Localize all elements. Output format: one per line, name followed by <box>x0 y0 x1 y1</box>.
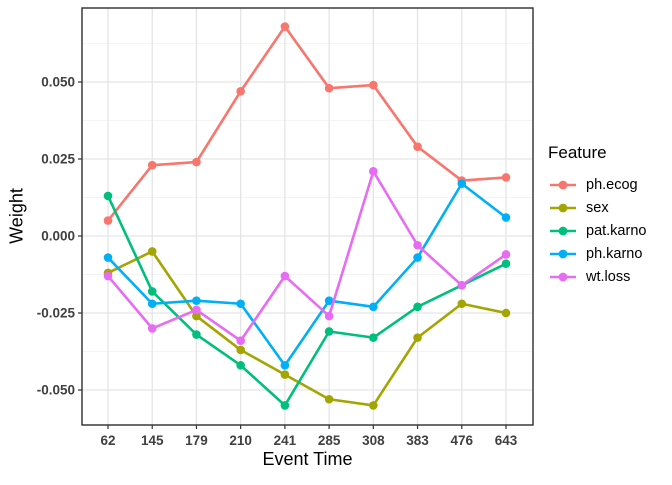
series-point-ph.karno <box>280 361 290 370</box>
x-tick-label: 145 <box>141 433 164 448</box>
legend-label: sex <box>586 200 609 216</box>
series-point-ph.ecog <box>192 157 201 167</box>
y-tick-label: 0.000 <box>41 229 75 244</box>
legend-label: ph.karno <box>586 246 643 262</box>
series-point-ph.ecog <box>147 160 157 170</box>
series-point-ph.karno <box>192 296 201 305</box>
series-point-wt.loss <box>192 305 201 315</box>
series-point-sex <box>147 247 157 256</box>
series-point-wt.loss <box>236 336 245 346</box>
y-axis-title: Weight <box>6 188 27 244</box>
legend-label: ph.ecog <box>586 177 638 193</box>
series-point-ph.ecog <box>501 173 511 182</box>
legend-key-icon <box>550 226 576 236</box>
legend-item-pat.karno: pat.karno <box>548 223 670 239</box>
series-line-ph.ecog <box>106 25 508 222</box>
legend-label: pat.karno <box>586 223 647 239</box>
legend-item-sex: sex <box>548 200 670 216</box>
series-point-wt.loss <box>280 271 290 281</box>
y-tick-label: 0.025 <box>41 152 75 167</box>
series-point-wt.loss <box>324 311 334 321</box>
series-point-ph.karno <box>103 253 113 262</box>
legend-key-icon <box>550 272 576 282</box>
x-tick-label: 210 <box>229 433 252 448</box>
legend-item-ph.karno: ph.karno <box>548 246 670 262</box>
series-point-sex <box>280 370 290 379</box>
series-point-wt.loss <box>147 324 157 333</box>
series-point-ph.ecog <box>413 142 422 151</box>
series-point-pat.karno <box>501 259 511 269</box>
series-line-ph.karno <box>106 182 508 367</box>
legend-label: wt.loss <box>586 269 631 285</box>
series-point-sex <box>192 311 201 321</box>
legend-key-icon <box>550 203 576 213</box>
series-line-wt.loss <box>106 170 508 343</box>
x-tick-label: 285 <box>318 433 341 448</box>
series-point-sex <box>413 333 422 342</box>
x-tick-label: 179 <box>185 433 208 448</box>
series-point-ph.karno <box>147 299 157 309</box>
y-tick-label: -0.025 <box>37 306 76 321</box>
series-point-ph.karno <box>369 302 378 312</box>
x-tick-label: 62 <box>100 433 115 448</box>
legend-key-icon <box>550 180 576 190</box>
series-point-ph.karno <box>324 296 334 305</box>
legend-items: ph.ecog sex pat.karno ph.karno wt.loss <box>548 177 670 285</box>
series-point-sex <box>236 345 245 355</box>
panel-border <box>81 7 534 426</box>
series-point-wt.loss <box>413 240 422 250</box>
series-point-pat.karno <box>369 333 378 342</box>
legend-item-ph.ecog: ph.ecog <box>548 177 670 193</box>
series-point-pat.karno <box>236 361 245 370</box>
series-point-wt.loss <box>501 250 511 259</box>
legend: Feature ph.ecog sex pat.karno ph.karno wt.lo… <box>548 142 670 285</box>
series-line-pat.karno <box>106 194 508 407</box>
series-point-sex <box>501 308 511 318</box>
series-point-pat.karno <box>413 302 422 312</box>
series-point-ph.ecog <box>280 22 290 31</box>
x-tick-label: 643 <box>495 433 518 448</box>
series-point-ph.karno <box>501 213 511 222</box>
series-point-pat.karno <box>147 287 157 296</box>
x-tick-label: 476 <box>451 433 474 448</box>
y-tick-label: 0.050 <box>41 75 75 90</box>
legend-key-icon <box>550 249 576 259</box>
y-tick-label: -0.050 <box>37 383 75 398</box>
series-point-ph.karno <box>413 253 422 262</box>
x-axis-title: Event Time <box>262 449 353 469</box>
series-point-pat.karno <box>103 191 113 201</box>
series-point-pat.karno <box>324 327 334 336</box>
x-tick-label: 383 <box>406 433 429 448</box>
legend-item-wt.loss: wt.loss <box>548 269 670 285</box>
series-point-ph.ecog <box>103 216 113 225</box>
series-point-pat.karno <box>280 401 290 410</box>
series-point-wt.loss <box>369 167 378 176</box>
legend-title: Feature <box>548 143 607 162</box>
panel-background <box>82 8 533 425</box>
series-point-ph.ecog <box>324 83 334 93</box>
series-point-pat.karno <box>192 330 201 339</box>
x-tick-label: 241 <box>274 433 297 448</box>
series-point-ph.karno <box>457 179 467 188</box>
series-point-ph.karno <box>236 299 245 309</box>
series-point-wt.loss <box>457 280 467 290</box>
x-tick-label: 308 <box>362 433 385 448</box>
series-point-ph.ecog <box>236 86 245 96</box>
series-line-sex <box>106 250 508 407</box>
series-point-sex <box>457 299 467 309</box>
series-point-sex <box>324 394 334 404</box>
series-point-sex <box>369 401 378 410</box>
series-point-wt.loss <box>103 271 113 281</box>
series-point-ph.ecog <box>369 80 378 90</box>
